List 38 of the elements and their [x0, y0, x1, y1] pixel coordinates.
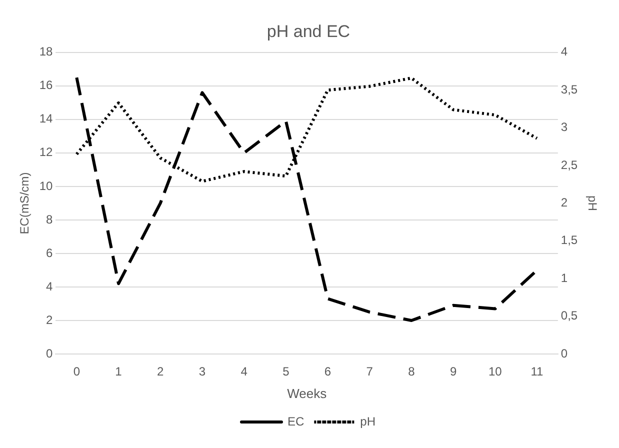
x-tick-label: 2: [157, 364, 164, 379]
y2-axis-title: pH: [585, 196, 600, 211]
x-tick-label: 4: [240, 364, 248, 379]
y-axis-title: EC(mS/cm): [18, 172, 32, 234]
legend-label: pH: [360, 414, 376, 428]
x-tick-label: 11: [530, 364, 544, 379]
line-series: [75, 76, 538, 322]
y2-tick-label: 0: [560, 346, 568, 360]
x-axis-title: Weeks: [287, 386, 328, 401]
x-tick-label: 8: [408, 364, 416, 379]
y-tick-label: 12: [39, 145, 54, 160]
x-tick-label: 5: [282, 364, 290, 379]
x-tick-label: 7: [366, 364, 374, 379]
y-tick-label: 16: [39, 78, 54, 92]
y-tick-label: 6: [46, 246, 54, 260]
x-tick-label: 10: [488, 364, 502, 379]
y2-tick-label: 1: [560, 270, 568, 285]
y-tick-label: 18: [39, 44, 54, 59]
y-tick-label: 14: [39, 112, 54, 126]
x-tick-label: 3: [198, 364, 206, 379]
chart-title: pH and EC: [266, 22, 350, 41]
y2-tick-label: 0,5: [560, 308, 578, 323]
y2-tick-label: 2: [560, 196, 568, 210]
y2-tick-label: 1,5: [560, 233, 578, 248]
x-tick-label: 0: [73, 364, 80, 379]
legend-label: EC: [287, 414, 304, 428]
y2-tick-label: 2,5: [560, 158, 578, 172]
x-tick-label: 9: [450, 364, 457, 379]
y2-tick-label: 4: [560, 44, 568, 59]
y-tick-label: 0: [46, 346, 54, 360]
y2-tick-label: 3,5: [560, 82, 578, 96]
x-tick-label: 1: [115, 364, 122, 379]
y-tick-label: 2: [46, 312, 54, 327]
x-tick-label: 6: [324, 364, 332, 379]
y-tick-label: 4: [46, 279, 54, 294]
y2-tick-label: 3: [560, 120, 568, 134]
y-tick-label: 8: [46, 212, 54, 226]
y-tick-label: 10: [39, 178, 54, 193]
